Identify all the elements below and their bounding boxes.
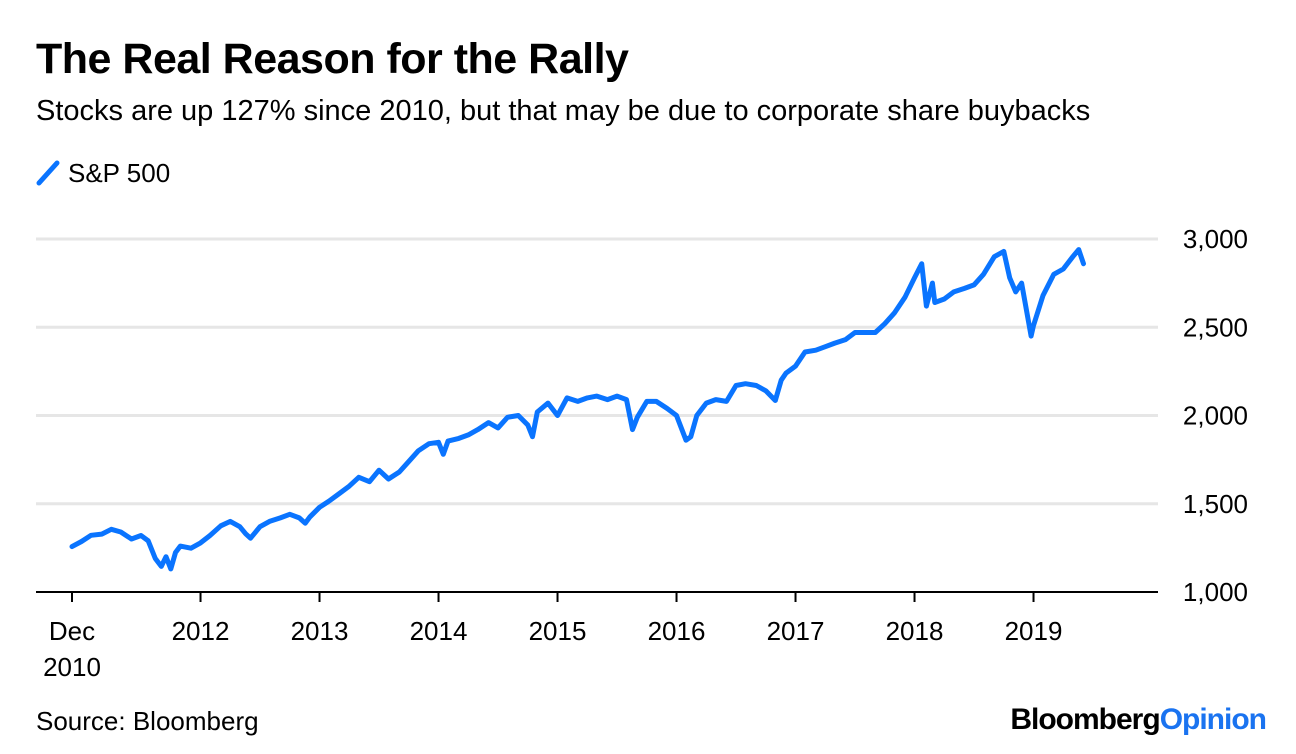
x-tick-label: 2014 <box>410 616 468 646</box>
x-tick-label: 2015 <box>529 616 587 646</box>
x-tick-label: 2016 <box>648 616 706 646</box>
y-axis-labels: 1,000 1,500 2,000 2,500 3,000 <box>1183 224 1248 607</box>
grid-layer <box>36 237 1158 506</box>
brand-secondary: Opinion <box>1159 703 1267 736</box>
y-tick-label: 2,500 <box>1183 312 1248 342</box>
series-line-sp500 <box>69 247 1086 572</box>
source-note: Source: Bloomberg <box>36 706 259 736</box>
x-tick-label: 2012 <box>172 616 230 646</box>
x-axis-labels: Dec 2010 2012 2013 2014 2015 2016 2017 2018 2019 <box>43 616 1062 682</box>
y-tick-label: 1,500 <box>1183 489 1248 519</box>
y-tick-label: 1,000 <box>1183 577 1248 607</box>
chart-title: The Real Reason for the Rally <box>36 35 629 83</box>
legend-line-icon <box>36 160 60 186</box>
x-tick-label-secondary: 2010 <box>43 652 101 682</box>
x-tick-label: Dec <box>49 616 95 646</box>
legend-label-sp500: S&P 500 <box>68 158 171 188</box>
x-tick-label: 2013 <box>291 616 349 646</box>
legend: S&P 500 <box>36 160 170 186</box>
series-layer <box>69 247 1086 572</box>
x-tick-label: 2019 <box>1005 616 1063 646</box>
y-tick-label: 3,000 <box>1183 224 1248 254</box>
y-tick-label: 2,000 <box>1183 401 1248 431</box>
x-axis <box>36 591 1158 602</box>
legend-swatch-line <box>36 160 60 186</box>
brand-primary: Bloomberg <box>1010 703 1160 736</box>
x-tick-label: 2018 <box>886 616 944 646</box>
brand-logo: BloombergOpinion <box>1010 703 1267 736</box>
chart-subtitle: Stocks are up 127% since 2010, but that … <box>36 95 1091 127</box>
x-tick-label: 2017 <box>767 616 825 646</box>
